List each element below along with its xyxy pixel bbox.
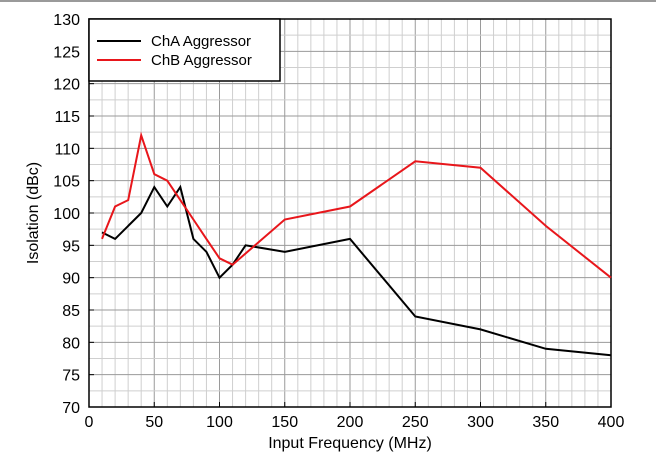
x-tick-label: 250 (402, 414, 429, 431)
x-tick-label: 100 (206, 414, 233, 431)
legend-box (88, 18, 281, 82)
x-tick-label: 200 (337, 414, 364, 431)
y-tick-label: 115 (54, 109, 80, 126)
y-tick-label: 85 (62, 303, 80, 320)
x-tick-label: 400 (598, 414, 625, 431)
y-tick-label: 95 (62, 238, 80, 255)
legend: ChA Aggressor ChB Aggressor (88, 18, 281, 82)
y-tick-label: 90 (62, 271, 80, 288)
y-tick-label: 80 (62, 335, 80, 352)
y-tick-label: 75 (62, 368, 80, 385)
y-tick-label: 105 (53, 174, 80, 191)
grid (88, 18, 612, 408)
x-axis-title: Input Frequency (MHz) (268, 435, 432, 452)
y-tick-label: 100 (53, 206, 80, 223)
x-tick-label: 150 (271, 414, 298, 431)
series-line-cha-aggressor (101, 184, 612, 357)
axis-ticks: 0 50 100 150 200 250 300 350 400 70 75 80 85 90 95 100 1… (53, 12, 624, 431)
y-tick-label: 125 (53, 44, 80, 61)
y-tick-label: 130 (53, 12, 80, 29)
x-tick-label: 350 (532, 414, 559, 431)
series-lines (101, 131, 612, 357)
x-tick-label: 0 (85, 414, 94, 431)
x-tick-label: 50 (145, 414, 163, 431)
y-tick-label: 70 (62, 400, 80, 417)
y-tick-label: 110 (54, 141, 80, 158)
legend-label: ChA Aggressor (151, 33, 251, 50)
legend-label: ChB Aggressor (151, 52, 252, 69)
top-border (0, 0, 656, 2)
series-line-chb-aggressor (101, 131, 612, 279)
y-tick-label: 120 (53, 77, 80, 94)
y-axis-title: Isolation (dBc) (25, 162, 42, 264)
x-tick-label: 300 (467, 414, 494, 431)
